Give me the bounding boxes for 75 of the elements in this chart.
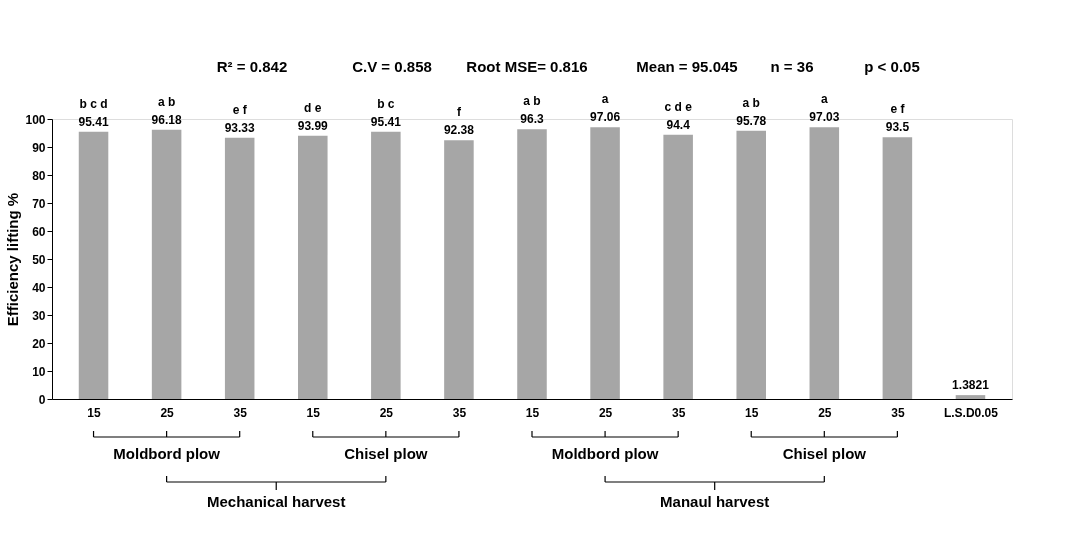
bar [809,127,840,399]
text: a [820,92,828,107]
bar [444,140,474,399]
y-tick-label: 80 [32,168,46,183]
text: Root MSE= 0.816 [466,58,588,75]
x-tick-label: 25 [818,405,832,420]
y-tick-label: 30 [32,308,46,323]
text: C.V = 0.858 [352,58,432,75]
x-tick-label: 15 [745,405,759,420]
text: b c d [79,96,108,111]
text: a b [742,95,760,110]
data-label: 94.4 [666,117,691,132]
data-label: 93.99 [297,118,329,133]
text: e f [232,102,248,117]
bar [882,137,913,399]
x-tick-label: L.S.D0.05 [943,405,999,420]
data-label: 96.3 [520,112,544,127]
bar [78,131,109,399]
text: Mean = 95.045 [636,58,738,75]
data-label: 97.03 [809,110,840,125]
data-label: 97.06 [590,110,621,125]
text: R² = 0.842 [216,58,288,75]
x-tick-label: 15 [306,405,321,420]
bar [736,130,766,399]
y-tick-label: 10 [32,364,46,379]
bar [298,135,328,399]
text: Chisel plow [344,445,428,462]
text: d e [304,100,322,115]
data-label: 95.41 [78,114,109,129]
x-tick-label: 15 [525,405,540,420]
text: n = 36 [770,58,814,75]
data-label: 1.3821 [952,378,990,393]
x-tick-label: 35 [891,405,905,420]
y-tick-label: 50 [32,252,46,267]
text: a b [157,94,176,109]
data-label: 96.18 [151,112,182,127]
data-label: 93.5 [885,120,910,135]
bar [371,131,401,399]
y-tick-label: 20 [32,336,46,351]
y-tick-label: 90 [32,140,46,155]
x-tick-label: 25 [160,405,175,420]
y-axis-title: Efficiency lifting % [4,192,22,327]
y-tick-label: 70 [32,196,46,211]
data-label: 93.33 [224,120,256,135]
bar [590,127,620,399]
x-tick-label: 15 [87,405,102,420]
x-tick-label: 35 [233,405,248,420]
bar [151,129,182,399]
y-tick-label: 40 [32,280,46,295]
text: Manaul harvest [660,493,770,510]
y-tick-label: 60 [32,224,46,239]
bar [663,134,693,399]
y-tick-label: 0 [38,392,46,407]
text: c d e [664,99,693,114]
text: f [456,105,462,120]
x-tick-label: 25 [379,405,394,420]
text: a b [523,94,541,109]
text: Mechanical harvest [207,493,346,510]
data-label: 92.38 [443,123,475,138]
text: e f [890,102,906,117]
text: Moldbord plow [551,445,659,462]
x-tick-label: 35 [452,405,467,420]
x-tick-label: 35 [671,405,686,420]
text: b c [377,96,395,111]
bar [517,129,547,399]
x-tick-label: 25 [598,405,613,420]
text: Moldbord plow [113,445,221,462]
text: Chisel plow [782,445,867,462]
bar [224,137,255,399]
y-tick-label: 100 [25,112,46,127]
data-label: 95.41 [370,114,402,129]
text: p < 0.05 [864,58,920,75]
bar [955,395,986,399]
text: a [601,92,609,107]
data-label: 95.78 [736,113,767,128]
